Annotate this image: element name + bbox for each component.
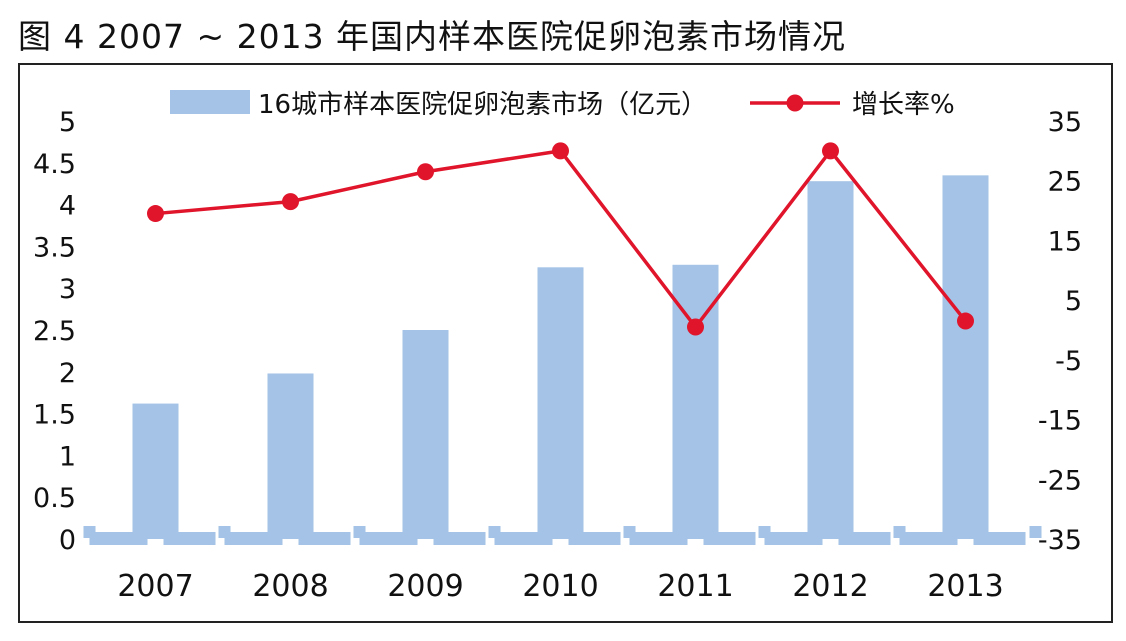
left-tick-label: 4 <box>59 191 76 222</box>
growth-point-2012 <box>822 142 839 160</box>
x-tick-label: 2008 <box>252 569 328 604</box>
right-axis-ticks: -35 -25 -15 -5 5 15 25 35 <box>1038 107 1082 556</box>
baseline-strip-tab <box>1029 526 1042 538</box>
left-tick-label: 3.5 <box>33 232 76 263</box>
legend: 16城市样本医院促卵泡素市场（亿元） 增长率% <box>170 90 955 120</box>
baseline-strip-tab <box>83 526 96 538</box>
legend-line-label: 增长率% <box>852 90 955 120</box>
left-tick-label: 2 <box>59 358 76 389</box>
bar-2011 <box>672 264 719 539</box>
right-tick-label: 35 <box>1048 107 1082 138</box>
baseline-strip <box>359 532 418 545</box>
bar-2012 <box>807 181 854 539</box>
x-tick-label: 2013 <box>927 569 1003 604</box>
growth-line-series <box>147 142 974 336</box>
baseline-strip <box>494 532 553 545</box>
left-tick-label: 1 <box>59 441 76 472</box>
baseline-strips <box>83 526 1042 545</box>
right-tick-label: -5 <box>1055 346 1082 377</box>
baseline-strip <box>899 532 958 545</box>
legend-line-marker <box>786 94 804 112</box>
left-tick-label: 3 <box>59 274 76 305</box>
baseline-strip <box>703 532 756 545</box>
left-tick-label: 2.5 <box>33 316 76 347</box>
right-tick-label: 25 <box>1048 167 1082 198</box>
bar-series <box>132 175 989 539</box>
left-axis-ticks: 0 0.5 1 1.5 2 2.5 3 3.5 4 4.5 5 <box>33 107 76 556</box>
right-tick-label: -15 <box>1038 406 1082 437</box>
left-tick-label: 5 <box>59 107 76 138</box>
baseline-strip <box>629 532 688 545</box>
baseline-strip <box>764 532 823 545</box>
baseline-strip <box>163 532 216 545</box>
bar-2013 <box>942 175 989 539</box>
left-tick-label: 0 <box>59 525 76 556</box>
baseline-strip-tab <box>488 526 501 538</box>
right-tick-label: -25 <box>1038 465 1082 496</box>
bar-2010 <box>537 267 584 539</box>
baseline-strip-tab <box>623 526 636 538</box>
baseline-strip <box>433 532 486 545</box>
x-tick-label: 2010 <box>522 569 598 604</box>
baseline-strip <box>224 532 283 545</box>
right-tick-label: 15 <box>1048 226 1082 257</box>
growth-point-2009 <box>417 163 434 181</box>
growth-point-2008 <box>282 193 299 211</box>
legend-bar-swatch <box>170 90 250 114</box>
figure-title: 图 4 2007 ~ 2013 年国内样本医院促卵泡素市场情况 <box>18 17 847 56</box>
growth-point-2013 <box>957 312 974 330</box>
baseline-strip-tab <box>758 526 771 538</box>
baseline-strip <box>838 532 891 545</box>
baseline-strip <box>89 532 148 545</box>
right-tick-label: -35 <box>1038 525 1082 556</box>
bar-2007 <box>132 403 179 539</box>
x-tick-label: 2011 <box>657 569 733 604</box>
bar-2008 <box>267 373 314 539</box>
growth-point-2011 <box>687 318 704 336</box>
right-tick-label: 5 <box>1065 286 1082 317</box>
plot-frame <box>18 63 1113 623</box>
baseline-strip-tab <box>218 526 231 538</box>
baseline-strip <box>973 532 1026 545</box>
baseline-strip-tab <box>353 526 366 538</box>
growth-point-2007 <box>147 205 164 223</box>
baseline-strip <box>568 532 621 545</box>
growth-point-2010 <box>552 142 569 160</box>
bar-2009 <box>402 330 449 539</box>
left-tick-label: 1.5 <box>33 400 76 431</box>
x-tick-label: 2009 <box>387 569 463 604</box>
x-axis-ticks: 2007 2008 2009 2010 2011 2012 2013 <box>117 569 1003 604</box>
x-tick-label: 2012 <box>792 569 868 604</box>
left-tick-label: 0.5 <box>33 483 76 514</box>
baseline-strip <box>298 532 351 545</box>
x-tick-label: 2007 <box>117 569 193 604</box>
baseline-strip-tab <box>893 526 906 538</box>
left-tick-label: 4.5 <box>33 149 76 180</box>
legend-bar-label: 16城市样本医院促卵泡素市场（亿元） <box>258 90 707 120</box>
